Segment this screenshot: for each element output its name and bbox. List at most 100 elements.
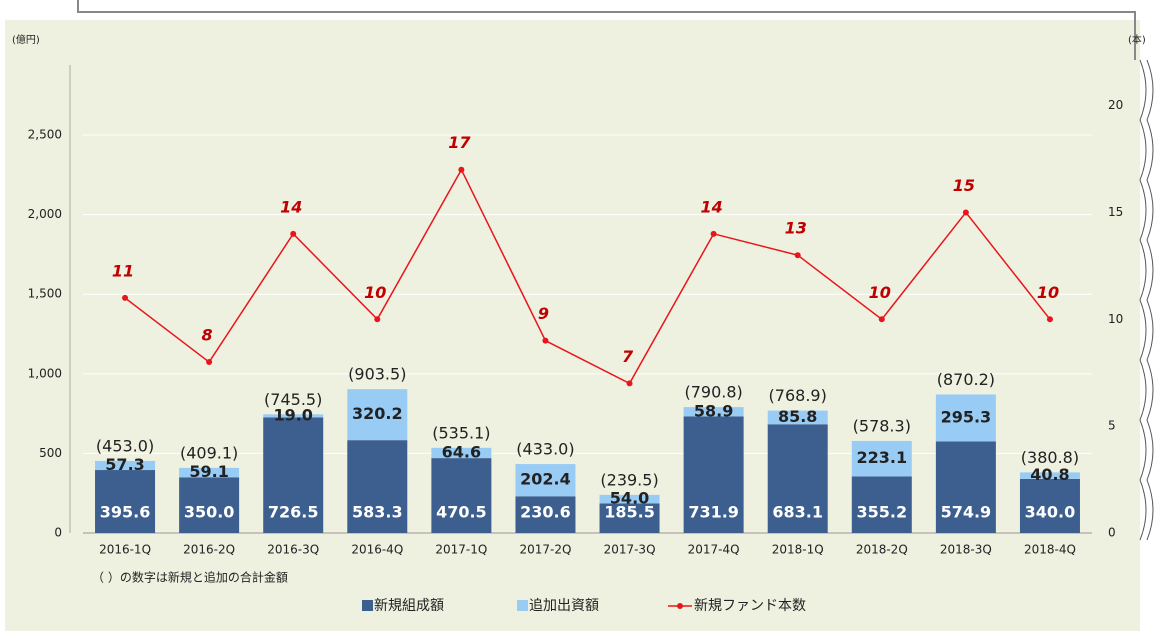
value-label: 202.4 [520,470,571,489]
x-tick-label: 2017-3Q [604,543,656,557]
value-label: 223.1 [856,448,907,467]
line-label: 14 [700,197,722,216]
value-label: 230.6 [520,503,571,522]
line-point [1046,316,1053,323]
line-label: 15 [953,176,975,195]
line-point [626,380,633,387]
total-label: (380.8) [1021,448,1079,467]
bar [599,494,660,504]
y-tick-label: 1,500 [28,287,62,301]
line [124,168,1051,385]
bar [179,467,240,478]
bar [851,476,912,533]
bar [263,414,324,418]
panel [5,20,1140,631]
total-label: (790.8) [684,383,742,402]
total-label: (870.2) [937,370,995,389]
value-label: 395.6 [100,503,151,522]
line-label: 9 [538,304,549,323]
bar [1019,478,1080,533]
legend-swatch [517,600,528,611]
value-label: 340.0 [1025,503,1076,522]
value-label: 726.5 [268,503,319,522]
x-tick-label: 2017-4Q [688,543,740,557]
y-tick-label: 1,000 [28,366,62,380]
bar [263,417,324,533]
line-point [458,166,465,173]
x-tick-label: 2017-1Q [435,543,487,557]
bar [95,460,156,471]
value-label: 583.3 [352,503,403,522]
bar [347,389,408,441]
line-label: 10 [1037,283,1059,302]
value-label: 64.6 [442,442,481,461]
legend-label: 新規ファンド本数 [694,598,806,614]
frame [77,0,1136,60]
line-point [878,316,885,323]
bar [1019,472,1080,479]
line-label: 11 [112,261,134,280]
x-tick-label: 2016-3Q [267,543,319,557]
legend-label: 追加出資額 [529,598,599,614]
line-label: 10 [364,283,386,302]
y-axis-label: (億円) [12,33,40,46]
line-point [794,252,801,259]
x-tick-label: 2016-1Q [99,543,151,557]
y2-tick-label: 5 [1108,419,1116,433]
value-label: 19.0 [273,405,312,424]
total-label: (453.0) [96,436,154,455]
bar [599,503,660,533]
line-point [374,316,381,323]
value-label: 57.3 [105,455,144,474]
note: （ ）の数字は新規と追加の合計金額 [92,570,288,585]
bar [431,458,492,533]
line-point [542,337,549,344]
bar [935,441,996,533]
legend-swatch [362,600,373,611]
bar [515,496,576,533]
bar [95,470,156,533]
y2-tick-label: 0 [1108,526,1116,540]
value-label: 58.9 [694,401,733,420]
x-tick-label: 2016-4Q [351,543,403,557]
x-tick-label: 2018-1Q [772,543,824,557]
line-point [122,294,129,301]
line-label: 10 [869,283,891,302]
value-label: 731.9 [688,503,739,522]
y2-tick-label: 10 [1108,312,1123,326]
value-label: 54.0 [610,489,649,508]
bar [431,447,492,459]
y2-tick-label: 20 [1108,98,1123,112]
y2-tick-label: 15 [1108,205,1123,219]
line-label: 8 [202,326,213,345]
total-label: (433.0) [516,440,574,459]
line-point [710,230,717,237]
legend-label: 新規組成額 [374,598,444,614]
bar [683,407,744,417]
total-label: (239.5) [600,470,658,489]
y-tick-label: 2,500 [28,128,62,142]
value-label: 470.5 [436,503,487,522]
bar [179,477,240,533]
value-label: 683.1 [772,503,823,522]
bar [347,440,408,533]
value-label: 85.8 [778,407,817,426]
x-tick-label: 2016-2Q [183,543,235,557]
y-tick-label: 500 [39,446,62,460]
line-point [290,230,297,237]
legend-swatch [677,603,683,609]
line-point [962,209,969,216]
value-label: 295.3 [941,407,992,426]
total-label: (745.5) [264,390,322,409]
line-label: 14 [280,197,302,216]
wave [1146,59,1154,541]
wave [1139,59,1147,541]
value-label: 59.1 [189,462,228,481]
value-label: 350.0 [184,503,235,522]
value-label: 185.5 [604,503,655,522]
total-label: (409.1) [180,443,238,462]
line-label: 17 [448,133,471,152]
total-label: (535.1) [432,423,490,442]
y2-axis-label: (本) [1128,33,1146,46]
